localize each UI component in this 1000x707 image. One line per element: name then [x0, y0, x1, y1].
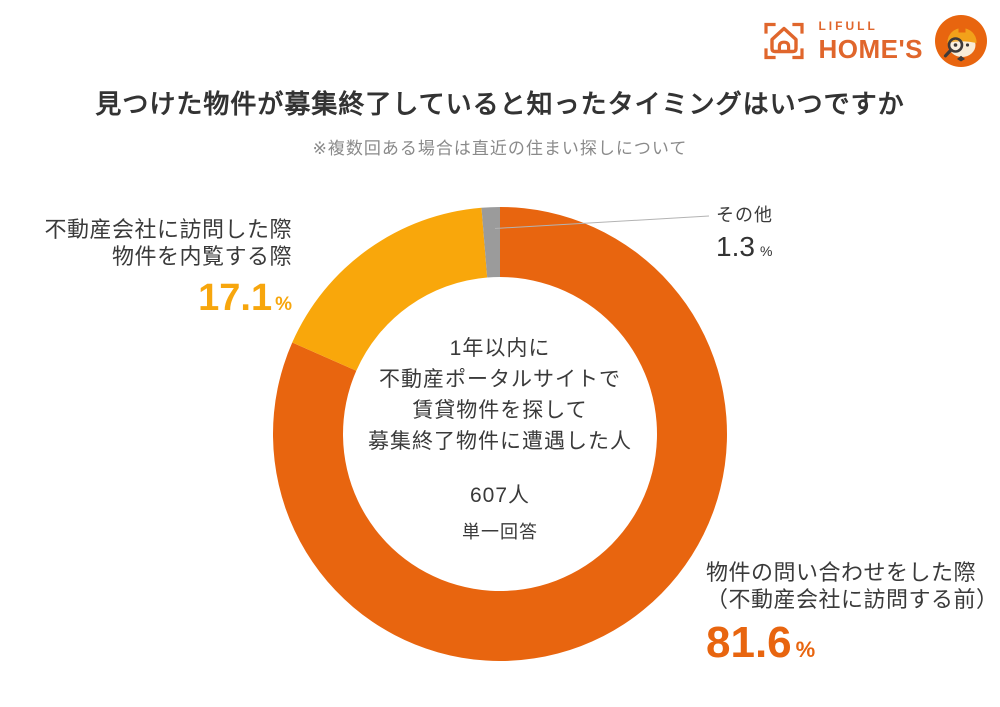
donut-center-label: 1年以内に 不動産ポータルサイトで 賃貸物件を探して 募集終了物件に遭遇した人 …: [330, 333, 670, 544]
callout-other-value: 1.3%: [716, 231, 773, 263]
donut-segment-3: [481, 207, 500, 278]
page-title: 見つけた物件が募集終了していると知ったタイミングはいつですか: [95, 89, 905, 119]
logo-lifull-text: LIFULL: [818, 19, 878, 33]
center-line-3: 賃貸物件を探して: [412, 399, 588, 422]
logo-wordmark: LIFULL HOME'S: [818, 20, 923, 62]
callout-other-name: その他: [716, 205, 773, 225]
mascot-icon: [935, 15, 987, 67]
sample-size: 607人: [469, 484, 531, 507]
callout-other-percent-sign: %: [759, 243, 773, 259]
lifull-homes-logo: LIFULL HOME'S: [761, 14, 988, 68]
logo-homes-text: HOME'S: [818, 34, 923, 64]
callout-inquiry-line-2: （不動産会社に訪問する前）: [706, 587, 999, 612]
callout-inquiry-value: 81.6%: [706, 618, 999, 668]
callout-inquiry-percent-sign: %: [795, 637, 816, 662]
donut-segment-1: [273, 207, 727, 661]
answer-method: 単一回答: [462, 522, 538, 542]
center-line-4: 募集終了物件に遭遇した人: [368, 430, 632, 453]
callout-visit-value: 17.1%: [44, 277, 292, 320]
other-leader-line: [494, 215, 710, 229]
donut-chart: [273, 207, 727, 661]
callout-visit-label: 不動産会社に訪問した際 物件を内覧する際 17.1%: [44, 216, 292, 320]
page-subtitle: ※複数回ある場合は直近の住まい探しについて: [312, 139, 688, 158]
homes-logo-house-icon: [764, 22, 805, 60]
donut-segment-2: [292, 207, 488, 371]
callout-other-percent: 1.3: [716, 231, 755, 262]
callout-visit-line-2: 物件を内覧する際: [111, 244, 292, 269]
callout-other-label: その他 1.3%: [716, 201, 773, 263]
callout-visit-percent-sign: %: [275, 294, 292, 315]
callout-visit-percent: 17.1: [198, 277, 273, 319]
center-line-2: 不動産ポータルサイトで: [379, 368, 621, 391]
callout-inquiry-percent: 81.6: [706, 618, 792, 667]
callout-inquiry-line-1: 物件の問い合わせをした際: [706, 560, 977, 585]
callout-inquiry-label: 物件の問い合わせをした際 （不動産会社に訪問する前） 81.6%: [706, 559, 999, 668]
center-line-1: 1年以内に: [449, 337, 551, 360]
callout-visit-line-1: 不動産会社に訪問した際: [44, 217, 292, 242]
